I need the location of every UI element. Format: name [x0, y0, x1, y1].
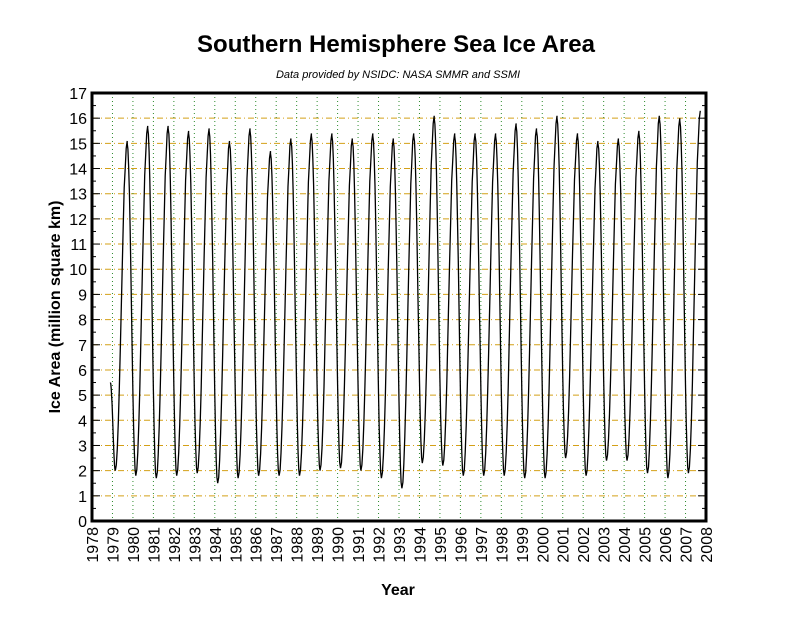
x-tick-label: 1982 — [167, 527, 184, 563]
x-tick-label: 1986 — [249, 527, 266, 563]
x-tick-label: 1989 — [310, 527, 327, 563]
y-tick-label: 10 — [69, 262, 87, 279]
x-tick-label: 1997 — [474, 527, 491, 563]
y-tick-label: 2 — [78, 464, 87, 481]
x-tick-label: 1980 — [126, 527, 143, 563]
y-tick-label: 8 — [78, 313, 87, 330]
x-tick-label: 2006 — [658, 527, 675, 563]
y-tick-label: 12 — [69, 212, 87, 229]
y-tick-label: 3 — [78, 438, 87, 455]
y-axis-label: Ice Area (million square km) — [47, 201, 64, 414]
x-tick-label: 1987 — [269, 527, 286, 563]
y-tick-label: 14 — [69, 162, 87, 179]
x-tick-label: 1990 — [331, 527, 348, 563]
y-tick-label: 6 — [78, 363, 87, 380]
y-tick-label: 17 — [69, 86, 87, 103]
x-tick-label: 1998 — [494, 527, 511, 563]
chart-subtitle: Data provided by NSIDC: NASA SMMR and SS… — [276, 69, 520, 81]
x-tick-label: 1991 — [351, 527, 368, 563]
y-tick-label: 1 — [78, 489, 87, 506]
y-tick-label: 15 — [69, 136, 87, 153]
x-tick-label: 2001 — [556, 527, 573, 563]
x-tick-label: 2004 — [617, 527, 634, 563]
plot-frame — [90, 91, 708, 523]
x-tick-label: 1995 — [433, 527, 450, 563]
x-axis-label: Year — [381, 582, 415, 599]
series-line-ice-area — [109, 110, 701, 489]
x-tick-label: 1994 — [412, 527, 429, 563]
x-tick-label: 1981 — [146, 527, 163, 563]
y-tick-label: 13 — [69, 187, 87, 204]
x-tick-label: 2002 — [576, 527, 593, 563]
x-tick-label: 1988 — [290, 527, 307, 563]
y-tick-label: 9 — [78, 287, 87, 304]
x-tick-label: 1996 — [453, 527, 470, 563]
y-tick-label: 16 — [69, 111, 87, 128]
y-tick-label: 4 — [78, 413, 87, 430]
y-tick-label: 0 — [78, 514, 87, 531]
x-tick-label: 2005 — [638, 527, 655, 563]
x-tick-label: 2003 — [597, 527, 614, 563]
x-tick-label: 2000 — [535, 527, 552, 563]
x-tick-label: 2007 — [679, 527, 696, 563]
y-tick-label: 7 — [78, 338, 87, 355]
x-tick-label: 1993 — [392, 527, 409, 563]
y-tick-label: 5 — [78, 388, 87, 405]
y-tick-label: 11 — [70, 237, 87, 254]
x-tick-label: 2008 — [699, 527, 716, 563]
x-tick-label: 1992 — [372, 527, 389, 563]
x-tick-label: 1979 — [105, 527, 122, 563]
x-tick-label: 1985 — [228, 527, 245, 563]
x-tick-label: 1978 — [85, 527, 102, 563]
x-tick-label: 1983 — [187, 527, 204, 563]
x-tick-label: 1999 — [515, 527, 532, 563]
chart-title: Southern Hemisphere Sea Ice Area — [197, 31, 596, 58]
x-tick-label: 1984 — [208, 527, 225, 563]
